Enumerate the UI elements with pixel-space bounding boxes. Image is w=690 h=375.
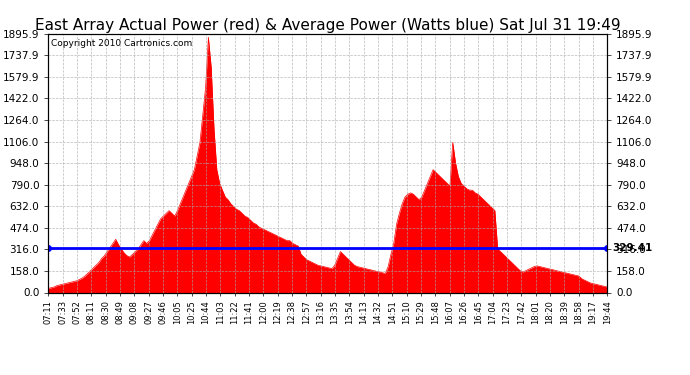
Text: Copyright 2010 Cartronics.com: Copyright 2010 Cartronics.com — [51, 39, 193, 48]
Title: East Array Actual Power (red) & Average Power (Watts blue) Sat Jul 31 19:49: East Array Actual Power (red) & Average … — [35, 18, 620, 33]
Text: 329.41: 329.41 — [613, 243, 653, 252]
